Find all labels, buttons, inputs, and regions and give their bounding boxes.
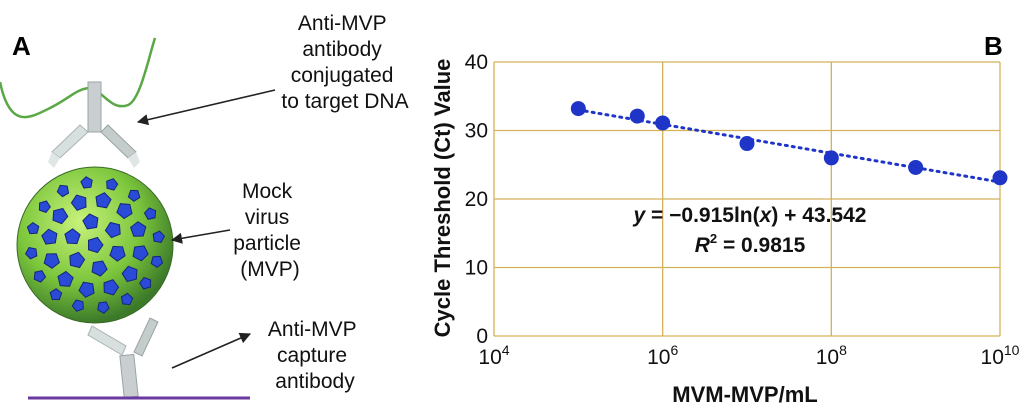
r-squared: R2 = 0.9815: [695, 231, 806, 257]
capsomere-shape: [120, 292, 134, 306]
capsomere-shape: [121, 265, 138, 283]
panel-a-diagram: A Anti-MVP antib: [0, 12, 409, 400]
capsomere-shape: [71, 299, 84, 312]
data-point: [823, 150, 839, 166]
data-point: [908, 159, 924, 175]
data-points: [570, 101, 1008, 186]
regression-equation: y = −0.915ln(x) + 43.542: [633, 204, 867, 227]
capsomere-shape: [26, 221, 40, 235]
data-point: [570, 101, 586, 117]
capsomere-shape: [116, 203, 133, 220]
capsomere-shape: [56, 184, 70, 198]
arrow-to-virus: [170, 229, 231, 244]
x-tick-label: 108: [816, 342, 847, 369]
y-tick-label: 0: [476, 325, 488, 348]
capsomere-shape: [69, 251, 86, 269]
capsomere-shape: [24, 247, 38, 260]
capsomere-shape: [41, 228, 58, 245]
capsomere-shape: [106, 178, 119, 191]
capsomere-shape: [109, 245, 126, 262]
capture-antibody-label: Anti-MVP capture antibody: [268, 318, 362, 393]
capture-antibody: [87, 317, 159, 399]
y-tick-label: 40: [465, 51, 488, 74]
capsomere-shape: [95, 192, 112, 209]
chart-grid: [493, 61, 1001, 337]
y-axis-ticks: 0 10 20 30 40: [465, 51, 488, 348]
panel-a-letter: A: [12, 31, 31, 61]
x-axis-ticks: 104 106 108 1010: [478, 342, 1019, 369]
x-tick-label: 106: [647, 342, 678, 369]
y-tick-label: 10: [465, 257, 488, 280]
capsomere-shape: [139, 277, 152, 290]
data-point: [655, 115, 671, 131]
panel-b-chart: B 104 106 108 1010 0 10 20 30 40 y = −0.915ln(x…: [430, 31, 1020, 407]
mock-virus-particle: [16, 166, 174, 324]
capsomere-shape: [33, 270, 47, 283]
capsomere-shape: [97, 301, 110, 314]
capsomere-shape: [130, 221, 147, 237]
y-axis-title: Cycle Threshold (Ct) Value: [430, 59, 455, 338]
capsomere-shape: [70, 194, 87, 211]
capsomere-shape: [143, 207, 157, 220]
arrow-to-capture-antibody: [171, 332, 252, 369]
x-tick-label: 1010: [981, 342, 1020, 369]
capsomere-shape: [52, 207, 69, 225]
capsomere-shape: [104, 221, 121, 239]
arrow-to-detection-antibody: [136, 89, 276, 126]
antibody-dna-label: Anti-MVP antibody conjugated to target D…: [281, 12, 408, 113]
data-point: [629, 108, 645, 124]
trendline: [576, 108, 1002, 184]
x-axis-title: MVM-MVP/mL: [672, 382, 817, 407]
trendline-group: [576, 108, 1002, 184]
capsomere-shape: [150, 255, 164, 269]
capsomere-shape: [80, 176, 93, 189]
x-tick-label: 104: [478, 342, 509, 369]
mvp-label: Mock virus particle (MVP): [233, 180, 307, 281]
capsomere-shape: [103, 279, 120, 296]
capsomere-shape: [78, 281, 95, 298]
capsomere-shape: [64, 228, 81, 245]
y-tick-label: 30: [465, 120, 488, 143]
detection-antibody: [48, 81, 140, 168]
panel-b-letter: B: [984, 31, 1003, 61]
capsomere-shape: [57, 270, 74, 287]
data-point: [992, 170, 1008, 186]
capsomere-shape: [43, 253, 60, 269]
capsomere-shape: [127, 189, 141, 202]
capsomere-shape: [38, 200, 51, 213]
capsomere-shape: [49, 288, 63, 301]
capsomere-shape: [91, 260, 108, 277]
capsomere-shape: [82, 213, 99, 230]
y-tick-label: 20: [465, 188, 488, 211]
capsomere-shape: [88, 236, 104, 254]
data-point: [739, 136, 755, 152]
capsomere-shape: [152, 230, 166, 243]
capsomere-shape: [132, 245, 149, 262]
